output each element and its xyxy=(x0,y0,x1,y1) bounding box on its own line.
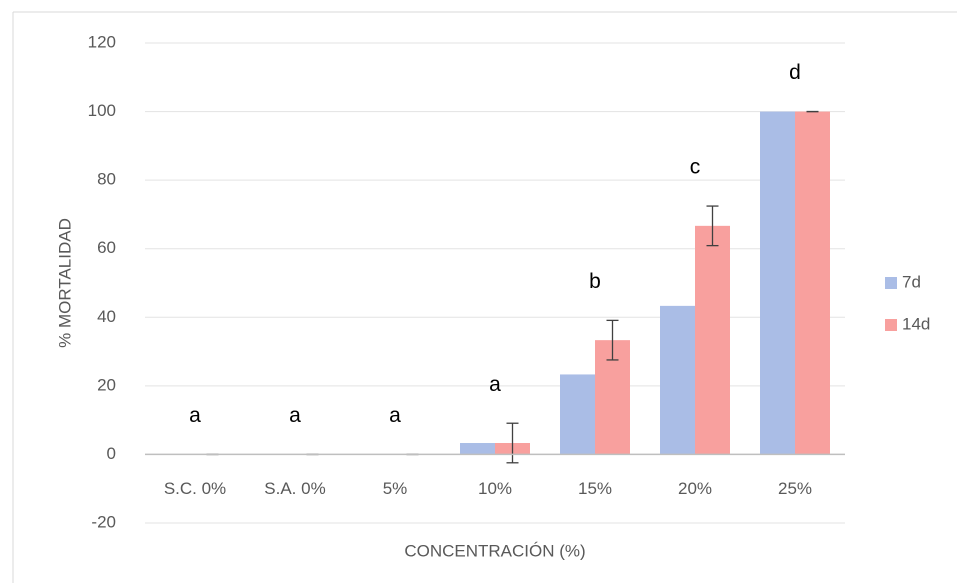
legend-swatch xyxy=(885,277,897,289)
x-tick-label: 15% xyxy=(578,479,612,498)
legend-label: 14d xyxy=(902,314,930,333)
x-tick-label: 25% xyxy=(778,479,812,498)
annotation: a xyxy=(489,373,501,396)
y-tick-label: -20 xyxy=(91,512,116,531)
error-bar xyxy=(706,205,719,247)
bar xyxy=(660,305,695,455)
bar xyxy=(760,111,795,455)
bar xyxy=(560,374,595,455)
y-tick-label: 120 xyxy=(88,32,116,51)
y-tick-label: 60 xyxy=(97,238,116,257)
y-tick-label: 80 xyxy=(97,170,116,189)
x-tick-label: S.C. 0% xyxy=(164,479,226,498)
x-tick-label: 5% xyxy=(383,479,408,498)
x-tick-label: S.A. 0% xyxy=(264,479,325,498)
error-bar xyxy=(606,319,619,361)
y-tick-label: 0 xyxy=(107,444,116,463)
annotation: d xyxy=(789,61,801,84)
y-axis-title: % MORTALIDAD xyxy=(55,218,74,348)
legend-swatch xyxy=(885,319,897,331)
y-tick-label: 20 xyxy=(97,375,116,394)
annotation: a xyxy=(189,404,201,427)
error-bar xyxy=(506,422,519,464)
x-tick-label: 20% xyxy=(678,479,712,498)
annotation: c xyxy=(690,156,701,179)
x-axis-title: CONCENTRACIÓN (%) xyxy=(404,541,585,560)
annotation: a xyxy=(289,404,301,427)
annotation: b xyxy=(589,270,601,293)
legend-label: 7d xyxy=(902,272,921,291)
bar xyxy=(695,225,730,455)
x-tick-label: 10% xyxy=(478,479,512,498)
y-tick-label: 40 xyxy=(97,307,116,326)
y-tick-label: 100 xyxy=(88,101,116,120)
annotation: a xyxy=(389,404,401,427)
bar xyxy=(795,111,830,455)
bar xyxy=(460,443,495,455)
